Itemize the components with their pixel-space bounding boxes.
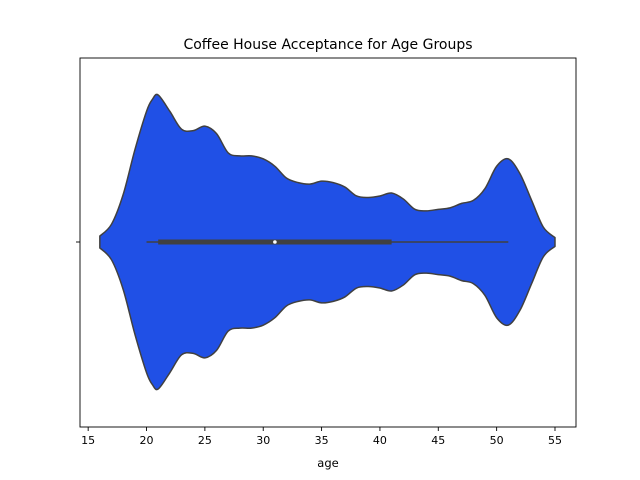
x-tick-label: 35 [315,434,329,447]
chart-title: Coffee House Acceptance for Age Groups [183,37,472,53]
x-tick-label: 45 [431,434,445,447]
x-tick-label: 40 [373,434,387,447]
plot-area [99,93,556,391]
x-tick-label: 15 [81,434,95,447]
x-tick-label: 50 [490,434,504,447]
x-axis: 15 20 25 30 35 40 45 50 55 [81,427,562,447]
axes-frame [79,57,577,428]
median-marker [273,240,277,244]
x-axis-label: age [317,456,338,470]
x-tick-label: 30 [256,434,270,447]
x-tick-label: 25 [198,434,212,447]
x-tick-label: 20 [140,434,154,447]
x-tick-label: 55 [548,434,562,447]
